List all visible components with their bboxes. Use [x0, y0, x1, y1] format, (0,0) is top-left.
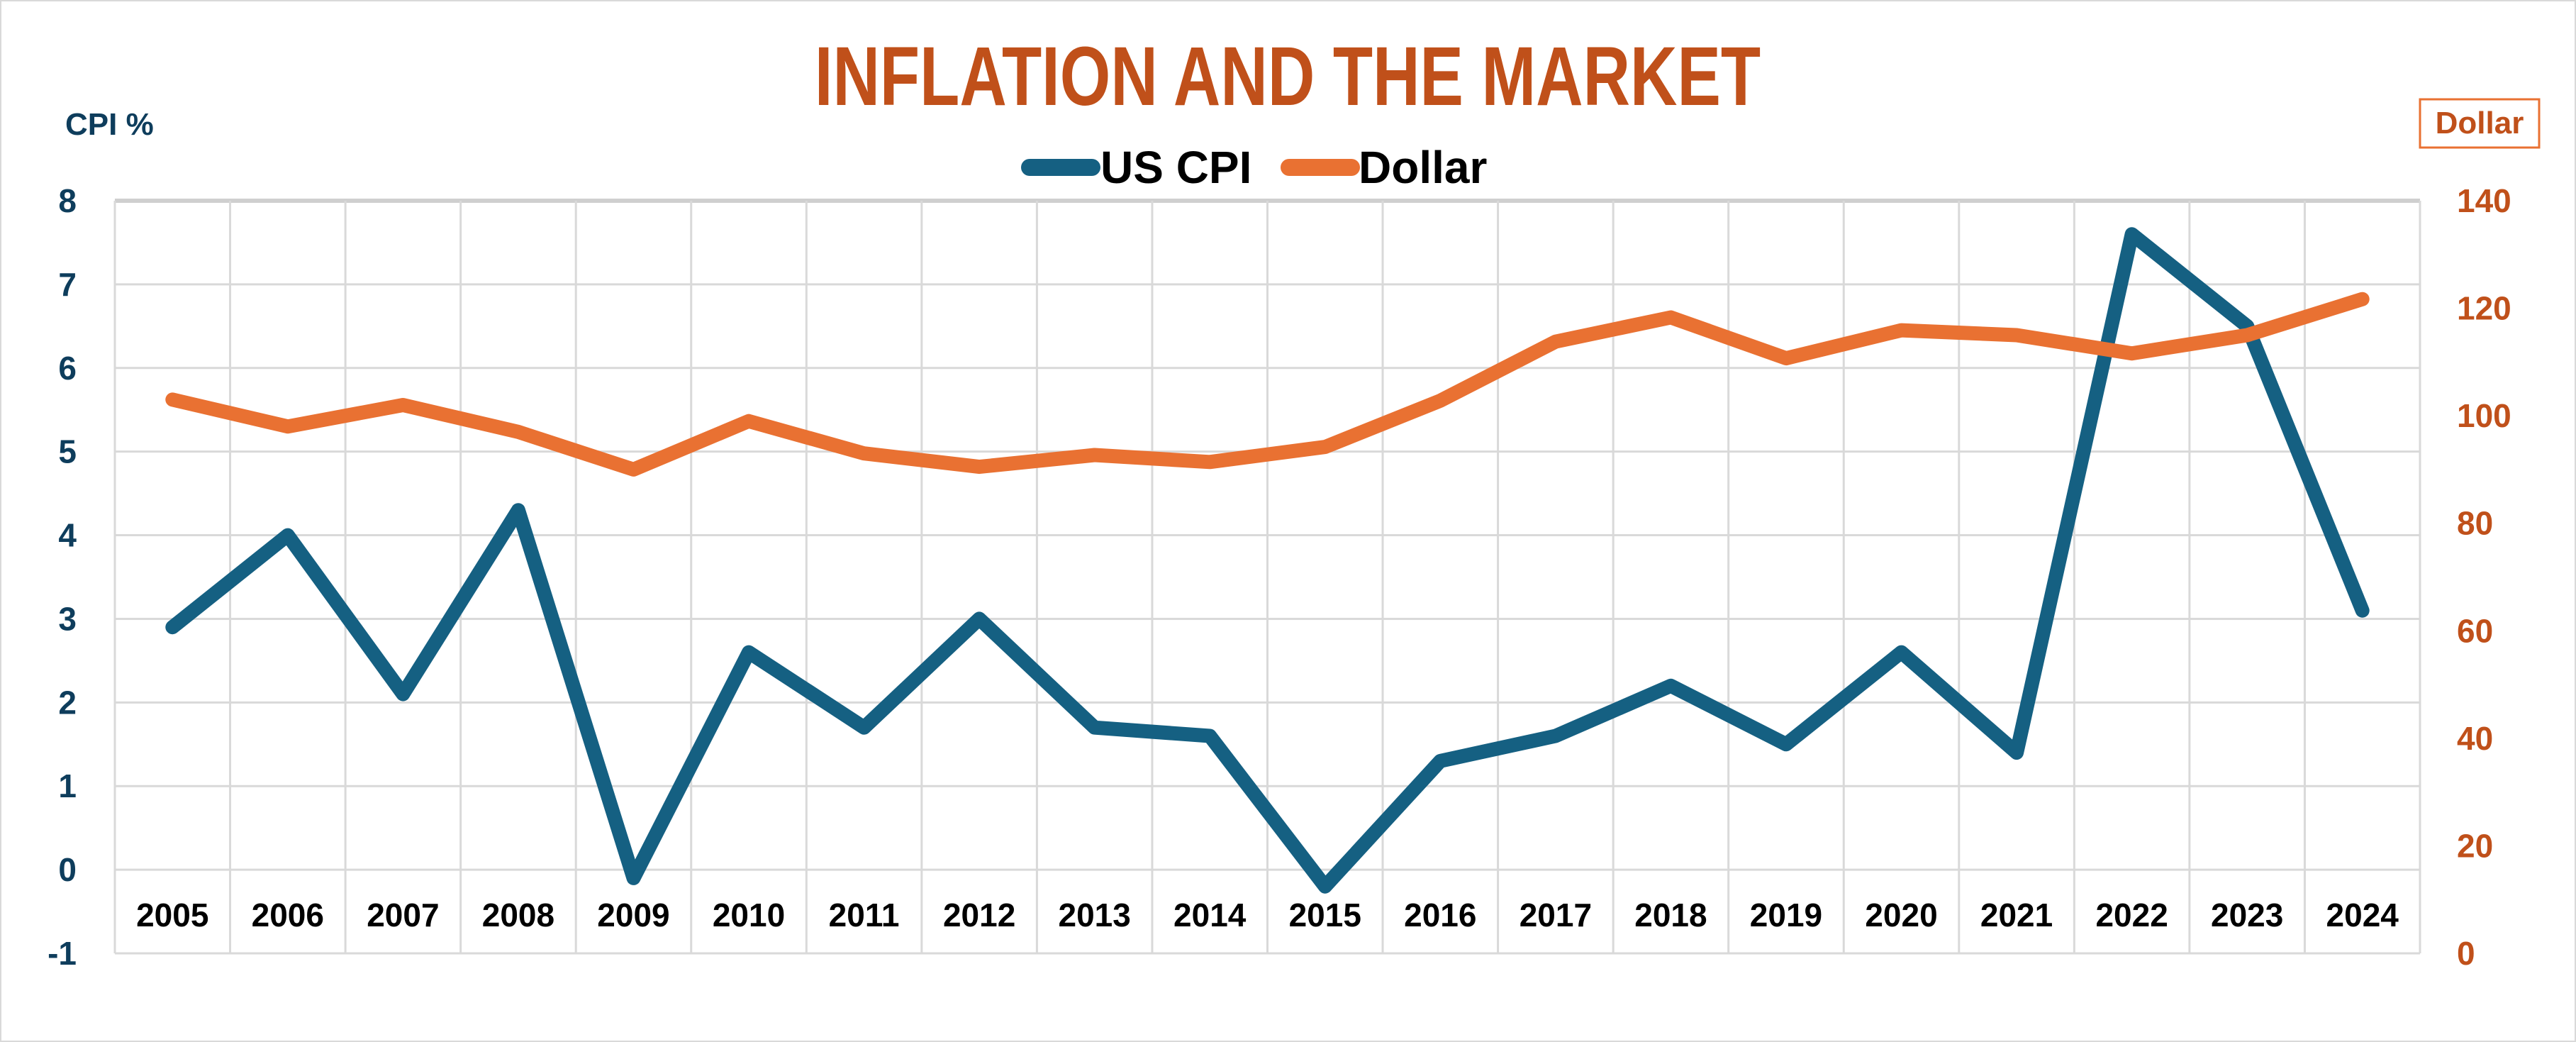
legend-label-us-cpi: US CPI: [1100, 142, 1251, 193]
x-axis-tick-label: 2007: [367, 897, 439, 933]
x-axis-tick-label: 2008: [482, 897, 554, 933]
x-axis-tick-label: 2016: [1404, 897, 1476, 933]
x-axis-tick-label: 2009: [597, 897, 669, 933]
x-axis-tick-label: 2011: [829, 897, 900, 933]
left-axis-tick-label: 7: [58, 266, 77, 303]
right-axis-tick-label: 100: [2457, 397, 2511, 434]
x-axis-tick-label: 2010: [713, 897, 785, 933]
right-axis-tick-label: 120: [2457, 290, 2511, 327]
left-axis-tick-label: 3: [58, 600, 77, 637]
left-axis-tick-label: 1: [58, 767, 77, 804]
left-axis-title: CPI %: [65, 107, 154, 142]
left-axis-tick-label: 6: [58, 350, 77, 387]
x-axis-tick-label: 2024: [2326, 897, 2399, 933]
left-axis-tick-label: 2: [58, 684, 77, 721]
x-axis-tick-label: 2005: [136, 897, 208, 933]
legend-label-dollar: Dollar: [1359, 142, 1487, 193]
x-axis-tick-label: 2023: [2211, 897, 2283, 933]
left-axis-tick-label: 4: [58, 517, 77, 554]
x-axis-tick-label: 2022: [2095, 897, 2168, 933]
right-axis-tick-label: 40: [2457, 720, 2493, 757]
series-line-us-cpi: [165, 227, 2370, 894]
right-axis-title: Dollar: [2436, 106, 2524, 140]
x-axis-tick-label: 2019: [1750, 897, 1822, 933]
left-axis-tick-label: -1: [48, 935, 77, 972]
legend: US CPI Dollar: [1021, 142, 1487, 193]
chart-title: INFLATION AND THE MARKET: [815, 30, 1761, 123]
x-axis-tick-label: 2012: [943, 897, 1015, 933]
x-axis-tick-label: 2021: [1980, 897, 2053, 933]
right-axis-tick-label: 80: [2457, 505, 2493, 542]
right-axis-title-box: [2419, 98, 2541, 149]
series-line-dollar: [165, 292, 2370, 477]
right-axis-tick-label: 140: [2457, 182, 2511, 219]
x-axis-tick-label: 2020: [1865, 897, 1937, 933]
x-axis-tick-label: 2018: [1634, 897, 1707, 933]
x-axis-tick-label: 2015: [1289, 897, 1361, 933]
x-axis-tick-label: 2014: [1173, 897, 1247, 933]
x-axis-tick-label: 2017: [1520, 897, 1592, 933]
right-axis-tick-label: 60: [2457, 612, 2493, 649]
left-axis-tick-label: 0: [58, 851, 77, 888]
x-axis-tick-label: 2013: [1059, 897, 1131, 933]
x-axis-tick-label: 2006: [252, 897, 324, 933]
left-axis-tick-label: 5: [58, 433, 77, 470]
left-axis-tick-label: 8: [58, 182, 77, 219]
right-axis-tick-label: 0: [2457, 935, 2475, 972]
right-axis-tick-label: 20: [2457, 827, 2493, 864]
